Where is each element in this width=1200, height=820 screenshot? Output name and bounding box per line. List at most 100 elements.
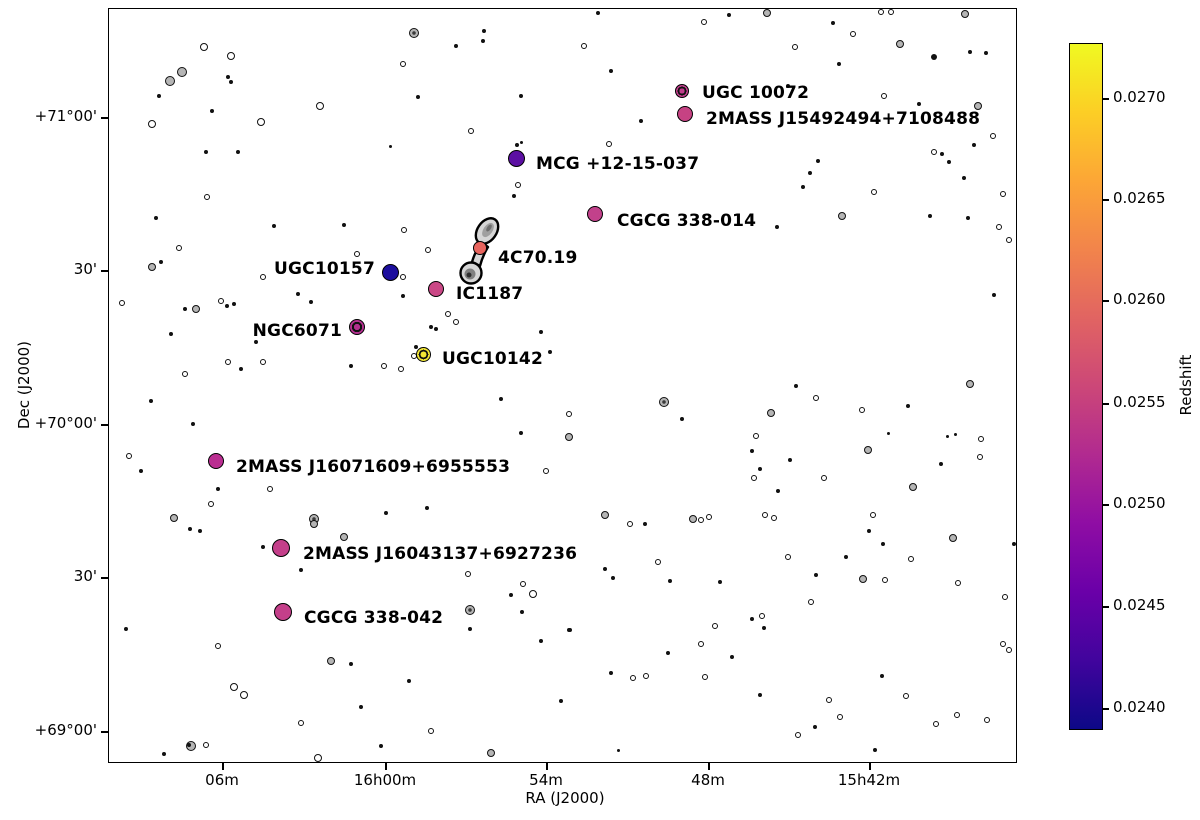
background-source-open <box>908 556 914 562</box>
y-tick-label: +69°00' <box>34 721 97 739</box>
background-source-open <box>762 512 768 518</box>
y-tick-mark <box>101 731 108 733</box>
background-source-open <box>808 599 814 605</box>
colorbar-tick-mark <box>1103 504 1109 506</box>
background-source-dot <box>187 743 191 747</box>
background-source-open <box>381 363 387 369</box>
background-source-dot <box>216 487 220 491</box>
background-source-open <box>425 247 431 253</box>
background-source-dot <box>299 568 303 572</box>
background-source-open <box>543 468 549 474</box>
background-source-open <box>260 274 266 280</box>
colorbar-tick-label: 0.0245 <box>1113 596 1166 614</box>
background-source-open <box>400 61 406 67</box>
background-source-open <box>888 9 894 15</box>
colorbar-tick-mark <box>1103 708 1109 710</box>
background-source-dot <box>750 449 754 453</box>
background-source-open <box>771 515 777 521</box>
background-source-open <box>850 31 856 37</box>
galaxy-marker <box>208 453 224 469</box>
background-source-open <box>400 274 406 280</box>
background-source-dot <box>801 185 805 189</box>
x-tick-label: 16h00m <box>353 771 417 789</box>
background-source-open <box>520 581 526 587</box>
background-source-open <box>954 712 960 718</box>
background-source-dot <box>816 159 820 163</box>
background-source-open <box>978 436 984 442</box>
background-source-dot <box>668 579 672 583</box>
background-source-dot <box>239 367 243 371</box>
x-tick-label: 15h42m <box>837 771 901 789</box>
background-source-open <box>882 577 888 583</box>
galaxy-marker <box>675 84 689 98</box>
background-source-open <box>792 44 798 50</box>
x-tick-mark <box>222 763 224 770</box>
background-source-dot <box>831 21 835 25</box>
background-source-dot <box>984 51 988 55</box>
background-source-dot <box>539 330 543 334</box>
background-source-dot <box>434 327 438 331</box>
background-source-open <box>606 141 612 147</box>
background-source-open <box>182 371 188 377</box>
background-source-dot <box>775 225 779 229</box>
background-source-dot <box>968 50 972 54</box>
background-source-dot <box>596 11 600 15</box>
background-source-gray <box>601 511 609 519</box>
background-source-dot <box>261 545 265 549</box>
background-source-dot <box>519 140 523 144</box>
background-source-gray <box>909 483 917 491</box>
background-source-open <box>627 521 633 527</box>
background-source-open <box>955 580 961 586</box>
colorbar-tick-mark <box>1103 98 1109 100</box>
background-source-open <box>453 319 459 325</box>
background-source-open <box>176 245 182 251</box>
background-source-gray <box>961 10 969 18</box>
background-source-dot <box>429 325 433 329</box>
background-source-dot <box>183 307 187 311</box>
background-source-gray <box>966 380 974 388</box>
background-source-dot <box>198 529 202 533</box>
background-source-dot <box>425 506 429 510</box>
background-source-dot <box>254 340 258 344</box>
background-source-open <box>316 102 324 110</box>
galaxy-label: MCG +12-15-037 <box>536 154 700 174</box>
background-source-open <box>298 720 304 726</box>
background-source-dot <box>666 651 670 655</box>
background-source-dot <box>603 567 607 571</box>
y-tick-mark <box>101 577 108 579</box>
background-source-open <box>515 182 521 188</box>
background-source-open <box>529 590 537 598</box>
colorbar-tick-label: 0.0260 <box>1113 290 1166 308</box>
background-source-dot <box>154 216 158 220</box>
background-source-open <box>468 128 474 134</box>
galaxy-label: NGC6071 <box>252 321 342 341</box>
galaxy-marker <box>677 106 693 122</box>
background-source-gray <box>170 514 178 522</box>
y-tick-mark <box>101 270 108 272</box>
background-source-open <box>931 149 937 155</box>
background-source-donut <box>465 605 475 615</box>
background-source-dot <box>718 580 722 584</box>
background-source-dot <box>296 292 300 296</box>
background-source-dot <box>379 744 383 748</box>
galaxy-marker <box>381 263 399 281</box>
galaxy-label: UGC10157 <box>274 259 375 279</box>
background-source-gray <box>859 575 867 583</box>
background-source-open <box>240 691 248 699</box>
background-source-open <box>881 93 887 99</box>
background-source-open <box>208 501 214 507</box>
background-source-dot <box>225 304 229 308</box>
background-source-dot <box>468 627 472 631</box>
background-source-dot <box>519 94 523 98</box>
background-source-gray <box>896 40 904 48</box>
background-source-open <box>795 732 801 738</box>
background-source-open <box>785 554 791 560</box>
background-source-open <box>903 693 909 699</box>
plot-area: UGC 10072 2MASS J15492494+7108488 MCG +12-… <box>108 8 1017 763</box>
colorbar-tick-mark <box>1103 403 1109 405</box>
galaxy-label: CGCG 338-014 <box>617 211 757 231</box>
background-source-open <box>225 359 231 365</box>
galaxy-label: UGC 10072 <box>702 83 810 103</box>
background-source-dot <box>559 699 563 703</box>
colorbar-tick-label: 0.0250 <box>1113 494 1166 512</box>
